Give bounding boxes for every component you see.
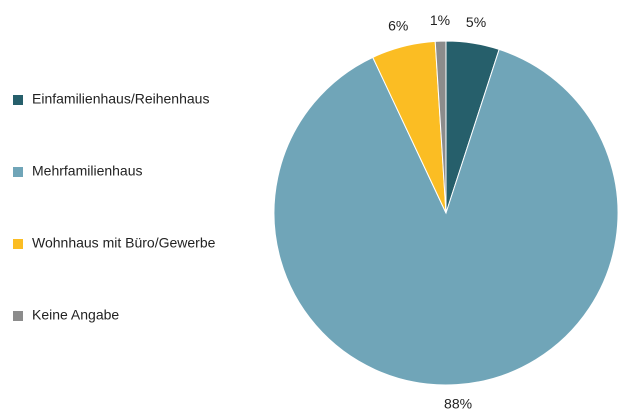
legend-label: Mehrfamilienhaus — [32, 163, 143, 179]
legend-swatch — [13, 95, 23, 105]
pie-slice — [273, 48, 619, 386]
pie-slice — [434, 40, 447, 214]
data-label: 1% — [430, 12, 450, 28]
data-label: 6% — [388, 18, 408, 34]
legend-swatch — [13, 167, 23, 177]
legend-label: Einfamilienhaus/Reihenhaus — [32, 91, 209, 107]
data-label: 5% — [466, 14, 486, 30]
legend-swatch — [13, 311, 23, 321]
legend-swatch — [13, 239, 23, 249]
legend-label: Wohnhaus mit Büro/Gewerbe — [32, 235, 216, 251]
legend-label: Keine Angabe — [32, 307, 119, 323]
data-label: 88% — [444, 395, 472, 411]
